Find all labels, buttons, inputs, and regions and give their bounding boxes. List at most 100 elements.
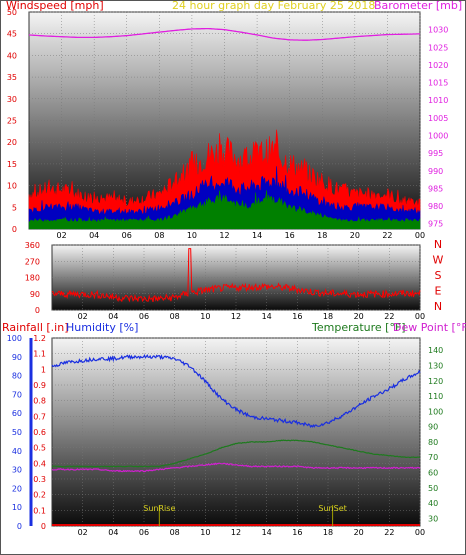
- barometer-tick-label: 975: [428, 220, 443, 229]
- barometer-tick-label: 1025: [428, 43, 448, 52]
- temperature-tick-label: 110: [428, 392, 443, 401]
- barometer-line: [28, 27, 420, 41]
- compass-label: N: [434, 238, 442, 251]
- barometer-tick-label: 1030: [428, 26, 448, 35]
- compass-label: S: [435, 269, 442, 282]
- humidity-tick-label: 10: [12, 503, 22, 512]
- x-tick-label: 02: [78, 312, 88, 321]
- temperature-tick-label: 90: [428, 423, 438, 432]
- x-tick-label: 22: [382, 231, 392, 240]
- wind-direction-line: [51, 248, 421, 303]
- temperature-tick-label: 30: [428, 514, 438, 523]
- temperature-tick-label: 120: [428, 377, 443, 386]
- humidity-tick-label: 60: [12, 409, 22, 418]
- humidity-series: SunRise SunSet: [51, 353, 421, 526]
- barometer-tick-label: 995: [428, 149, 443, 158]
- barometer-tick-label: 990: [428, 167, 443, 176]
- rainfall-tick-label: 0.6: [33, 428, 46, 437]
- x-tick-label: 02: [56, 231, 66, 240]
- direction-tick-label: 180: [25, 274, 40, 283]
- windspeed-tick-label: 35: [7, 73, 17, 82]
- x-tick-label: 12: [219, 231, 229, 240]
- humidity-tick-label: 30: [12, 466, 22, 475]
- x-tick-label: 08: [170, 312, 180, 321]
- rainfall-tick-label: 0.8: [33, 397, 46, 406]
- x-tick-label: 22: [384, 312, 394, 321]
- x-tick-label: 16: [292, 528, 302, 537]
- windspeed-tick-label: 30: [7, 95, 17, 104]
- temperature-tick-label: 60: [428, 469, 438, 478]
- temperature-axis-label: Temperature [°F]: [311, 321, 406, 334]
- rainfall-tick-label: 1.1: [33, 350, 46, 359]
- x-tick-label: 04: [108, 312, 118, 321]
- x-tick-label: 20: [354, 528, 364, 537]
- x-tick-label: 06: [139, 312, 149, 321]
- dewpoint-line: [51, 462, 421, 473]
- x-tick-label: 18: [323, 528, 333, 537]
- temperature-tick-label: 50: [428, 484, 438, 493]
- temperature-tick-label: 130: [428, 362, 443, 371]
- x-tick-label: 00: [415, 528, 425, 537]
- x-tick-label: 20: [354, 312, 364, 321]
- barometer-tick-label: 1010: [428, 96, 448, 105]
- temperature-line: [51, 439, 421, 468]
- minimum-wind-area: [28, 190, 421, 230]
- temperature-tick-label: 70: [428, 453, 438, 462]
- temperature-tick-label: 100: [428, 407, 443, 416]
- windspeed-tick-label: 0: [12, 225, 17, 234]
- rainfall-tick-label: 0.4: [33, 459, 46, 468]
- humidity-tick-label: 100: [7, 334, 22, 343]
- x-tick-label: 08: [154, 231, 164, 240]
- x-tick-label: 10: [187, 231, 197, 240]
- windspeed-tick-label: 25: [7, 117, 17, 126]
- rainfall-tick-label: 0.7: [33, 412, 46, 421]
- humidity-tick-label: 0: [17, 522, 22, 531]
- windspeed-tick-label: 50: [7, 8, 17, 17]
- barometer-tick-label: 985: [428, 184, 443, 193]
- compass-label: W: [433, 254, 444, 267]
- rainfall-tick-label: 1.2: [33, 334, 46, 343]
- x-tick-label: 22: [384, 528, 394, 537]
- x-tick-label: 10: [200, 312, 210, 321]
- x-tick-label: 04: [108, 528, 118, 537]
- barometer-tick-label: 1020: [428, 61, 448, 70]
- x-tick-label: 16: [292, 312, 302, 321]
- x-tick-label: 06: [122, 231, 132, 240]
- humidity-tick-label: 70: [12, 390, 22, 399]
- barometer-axis-label: Barometer [mb]: [374, 0, 462, 12]
- average-wind-area: [28, 166, 421, 230]
- x-tick-label: 14: [262, 312, 272, 321]
- x-tick-label: 14: [262, 528, 272, 537]
- sunrise-label: SunRise: [143, 504, 175, 513]
- barometer-tick-label: 1015: [428, 79, 448, 88]
- windspeed-tick-label: 45: [7, 30, 17, 39]
- compass-label: E: [435, 285, 442, 298]
- x-tick-label: 10: [200, 528, 210, 537]
- direction-tick-label: 90: [30, 290, 40, 299]
- x-tick-label: 14: [252, 231, 262, 240]
- rainfall-tick-label: 0.2: [33, 491, 46, 500]
- humidity-axis-label: Humidity [%]: [66, 321, 138, 334]
- barometer-tick-label: 1000: [428, 131, 448, 140]
- sunset-label: SunSet: [318, 504, 346, 513]
- wind-series: [28, 27, 421, 230]
- windspeed-tick-label: 15: [7, 160, 17, 169]
- humidity-tick-label: 40: [12, 447, 22, 456]
- rainfall-tick-label: 0.5: [33, 444, 46, 453]
- windspeed-tick-label: 40: [7, 51, 17, 60]
- rainfall-tick-label: 0: [41, 522, 46, 531]
- barometer-tick-label: 1005: [428, 114, 448, 123]
- windspeed-axis-label: Windspeed [mph]: [6, 0, 104, 12]
- temperature-tick-label: 80: [428, 438, 438, 447]
- humidity-tick-label: 50: [12, 428, 22, 437]
- direction-tick-label: 270: [25, 257, 40, 266]
- x-tick-label: 20: [350, 231, 360, 240]
- x-tick-label: 00: [415, 312, 425, 321]
- gridlines: [29, 11, 421, 527]
- direction-tick-label: 0: [35, 306, 40, 315]
- rainfall-tick-label: 1: [41, 365, 46, 374]
- x-tick-label: 00: [415, 231, 425, 240]
- temperature-tick-label: 40: [428, 499, 438, 508]
